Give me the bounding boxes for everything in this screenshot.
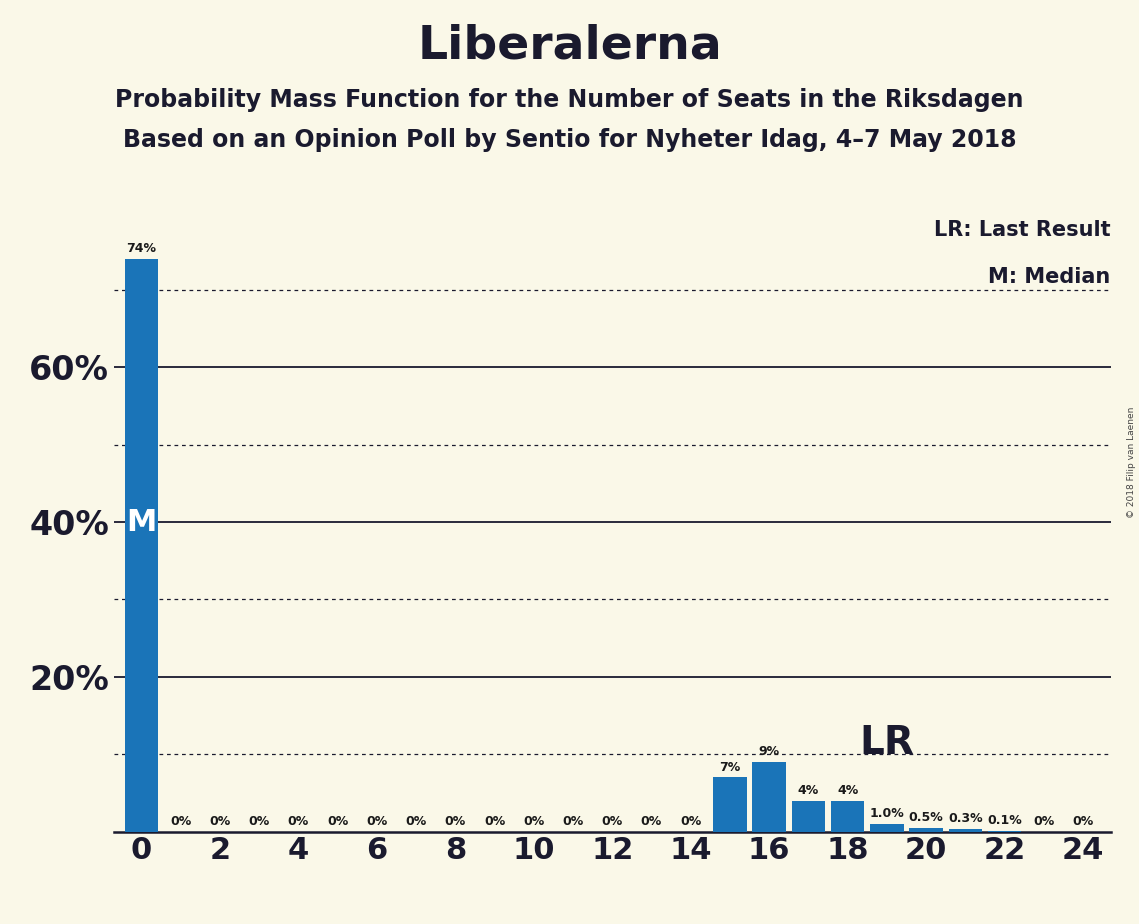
Bar — [831, 800, 865, 832]
Text: 0%: 0% — [601, 815, 623, 828]
Text: 0%: 0% — [210, 815, 230, 828]
Text: 0%: 0% — [484, 815, 505, 828]
Text: 0%: 0% — [170, 815, 191, 828]
Text: Probability Mass Function for the Number of Seats in the Riksdagen: Probability Mass Function for the Number… — [115, 88, 1024, 112]
Text: 0%: 0% — [523, 815, 544, 828]
Text: 0%: 0% — [1073, 815, 1093, 828]
Bar — [949, 829, 982, 832]
Text: M: M — [126, 507, 156, 537]
Text: 0%: 0% — [405, 815, 427, 828]
Text: 7%: 7% — [720, 760, 740, 773]
Text: 74%: 74% — [126, 242, 156, 255]
Text: 1.0%: 1.0% — [869, 807, 904, 820]
Text: 0.1%: 0.1% — [988, 814, 1022, 827]
Bar — [792, 800, 825, 832]
Text: 0%: 0% — [288, 815, 309, 828]
Text: 0%: 0% — [327, 815, 349, 828]
Text: M: Median: M: Median — [989, 267, 1111, 286]
Text: 4%: 4% — [837, 784, 859, 796]
Bar — [124, 259, 158, 832]
Bar — [713, 777, 746, 832]
Text: LR: Last Result: LR: Last Result — [934, 220, 1111, 240]
Bar — [753, 762, 786, 832]
Text: © 2018 Filip van Laenen: © 2018 Filip van Laenen — [1126, 407, 1136, 517]
Text: 0%: 0% — [641, 815, 662, 828]
Text: 0%: 0% — [444, 815, 466, 828]
Bar — [870, 824, 903, 832]
Text: 0%: 0% — [563, 815, 583, 828]
Text: 0%: 0% — [1033, 815, 1055, 828]
Text: 0.5%: 0.5% — [909, 811, 943, 824]
Text: 0%: 0% — [248, 815, 270, 828]
Bar — [909, 828, 943, 832]
Text: Liberalerna: Liberalerna — [417, 23, 722, 68]
Text: Based on an Opinion Poll by Sentio for Nyheter Idag, 4–7 May 2018: Based on an Opinion Poll by Sentio for N… — [123, 128, 1016, 152]
Text: 0.3%: 0.3% — [948, 812, 983, 825]
Text: 0%: 0% — [366, 815, 387, 828]
Text: LR: LR — [860, 723, 915, 761]
Text: 9%: 9% — [759, 745, 780, 758]
Text: 4%: 4% — [797, 784, 819, 796]
Text: 0%: 0% — [680, 815, 702, 828]
